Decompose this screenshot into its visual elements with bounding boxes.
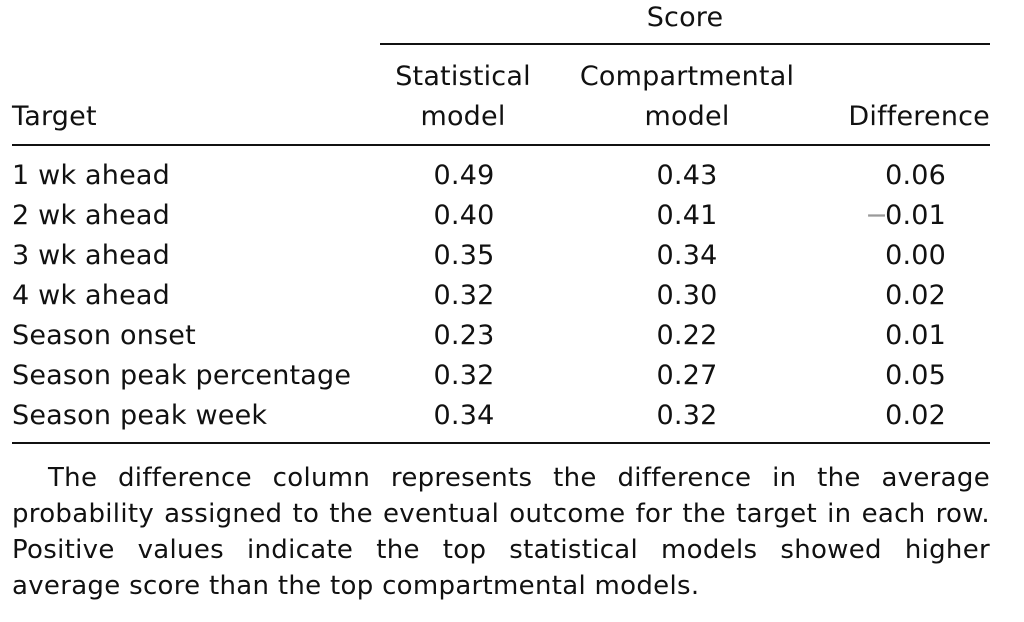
row-7-target: Season peak week xyxy=(12,400,268,431)
row-2-statistical: 0.40 xyxy=(433,200,495,231)
row-6-target: Season peak percentage xyxy=(12,360,352,391)
row-6-statistical: 0.32 xyxy=(433,360,495,391)
row-7-compartmental: 0.32 xyxy=(656,400,718,431)
row-7-statistical: 0.34 xyxy=(433,400,495,431)
row-6-difference: 0.05 xyxy=(885,360,946,391)
score-group-rule xyxy=(380,43,990,45)
row-1-target: 1 wk ahead xyxy=(12,160,171,191)
header-compartmental-line1: Compartmental xyxy=(579,61,795,92)
header-statistical-line1: Statistical xyxy=(395,61,531,92)
row-1-difference: 0.06 xyxy=(885,160,946,191)
row-1-statistical: 0.49 xyxy=(433,160,495,191)
row-5-statistical: 0.23 xyxy=(433,320,495,351)
table-caption: The difference column represents the dif… xyxy=(12,463,990,601)
row-2-difference: 0.01 xyxy=(885,200,946,231)
row-4-statistical: 0.32 xyxy=(433,280,495,311)
header-target: Target xyxy=(12,101,97,132)
row-1-compartmental: 0.43 xyxy=(656,160,718,191)
row-3-target: 3 wk ahead xyxy=(12,240,171,271)
header-compartmental-line2: model xyxy=(644,101,730,132)
row-4-target: 4 wk ahead xyxy=(12,280,171,311)
row-4-compartmental: 0.30 xyxy=(656,280,718,311)
row-4-difference: 0.02 xyxy=(885,280,946,311)
row-6-compartmental: 0.27 xyxy=(656,360,718,391)
row-3-compartmental: 0.34 xyxy=(656,240,718,271)
row-2-target: 2 wk ahead xyxy=(12,200,171,231)
header-difference: Difference xyxy=(848,101,990,132)
score-group-header: Score xyxy=(646,2,724,33)
table-bottom-rule xyxy=(12,442,990,444)
row-3-statistical: 0.35 xyxy=(433,240,495,271)
row-5-difference: 0.01 xyxy=(885,320,946,351)
row-2-difference-minus-sign: − xyxy=(865,200,888,231)
row-3-difference: 0.00 xyxy=(885,240,946,271)
row-2-compartmental: 0.41 xyxy=(656,200,718,231)
header-statistical-line2: model xyxy=(420,101,506,132)
header-rule xyxy=(12,144,990,146)
row-5-target: Season onset xyxy=(12,320,196,351)
row-5-compartmental: 0.22 xyxy=(656,320,718,351)
row-7-difference: 0.02 xyxy=(885,400,946,431)
